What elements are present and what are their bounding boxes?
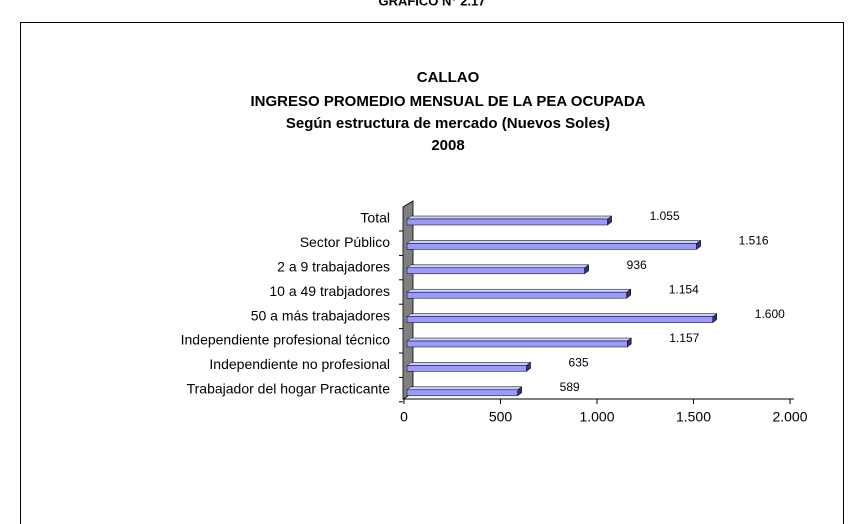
x-tick-label: 2.000: [772, 409, 807, 425]
bar: [406, 218, 608, 226]
bar-end: [696, 239, 701, 250]
heading: GRÁFICO N° 2.17: [378, 0, 485, 8]
bar-top: [406, 215, 613, 220]
bar-end: [517, 386, 522, 397]
chart-title: 2008: [431, 137, 464, 154]
chart-title: Según estructura de mercado (Nuevos Sole…: [286, 115, 610, 132]
bar-top: [406, 337, 633, 342]
y-tick-label: Trabajador del hogar Practicante: [187, 381, 391, 397]
y-tick-label: Independiente profesional técnico: [181, 332, 391, 348]
y-tick-label: 2 a 9 trabajadores: [277, 259, 390, 275]
bar: [406, 267, 585, 275]
bar: [406, 365, 527, 372]
bar-end: [584, 264, 589, 275]
data-label: 1.157: [669, 331, 699, 345]
bar-end: [712, 313, 718, 324]
bar-top: [406, 240, 702, 244]
chart-title: CALLAO: [417, 69, 480, 86]
bar-top: [406, 362, 532, 366]
y-tick-label: Sector Público: [300, 234, 390, 250]
y-tick-label: Total: [360, 210, 390, 226]
bar-end: [607, 215, 612, 226]
x-tick-label: 500: [489, 409, 513, 425]
bar-top: [406, 264, 590, 269]
data-label: 1.516: [739, 234, 769, 248]
x-tick-label: 1.000: [579, 409, 614, 425]
bar-end: [526, 361, 531, 372]
x-tick-label: 0: [400, 409, 408, 425]
frame: [20, 22, 844, 524]
y-tick-label: Independiente no profesional: [209, 356, 390, 372]
y-tick-label: 10 a 49 trabjadores: [269, 283, 390, 299]
bar: [406, 389, 518, 397]
bar-top: [406, 288, 632, 293]
data-label: 1.055: [650, 209, 680, 223]
data-label: 1.154: [669, 282, 699, 296]
bar: [406, 243, 697, 250]
x-tick-label: 1.500: [676, 409, 711, 425]
bar-end: [626, 288, 631, 299]
data-label: 936: [627, 258, 647, 272]
data-label: 589: [560, 380, 580, 394]
bar: [406, 291, 627, 299]
bar-top: [406, 313, 718, 317]
data-label: 635: [569, 356, 589, 370]
bar-top: [406, 386, 523, 391]
chart-title: INGRESO PROMEDIO MENSUAL DE LA PEA OCUPA…: [250, 93, 645, 110]
y-tick-label: 50 a más trabajadores: [251, 307, 390, 323]
bar-end: [627, 337, 632, 348]
bar: [406, 316, 714, 323]
bar: [406, 340, 628, 348]
data-label: 1.600: [755, 307, 785, 321]
